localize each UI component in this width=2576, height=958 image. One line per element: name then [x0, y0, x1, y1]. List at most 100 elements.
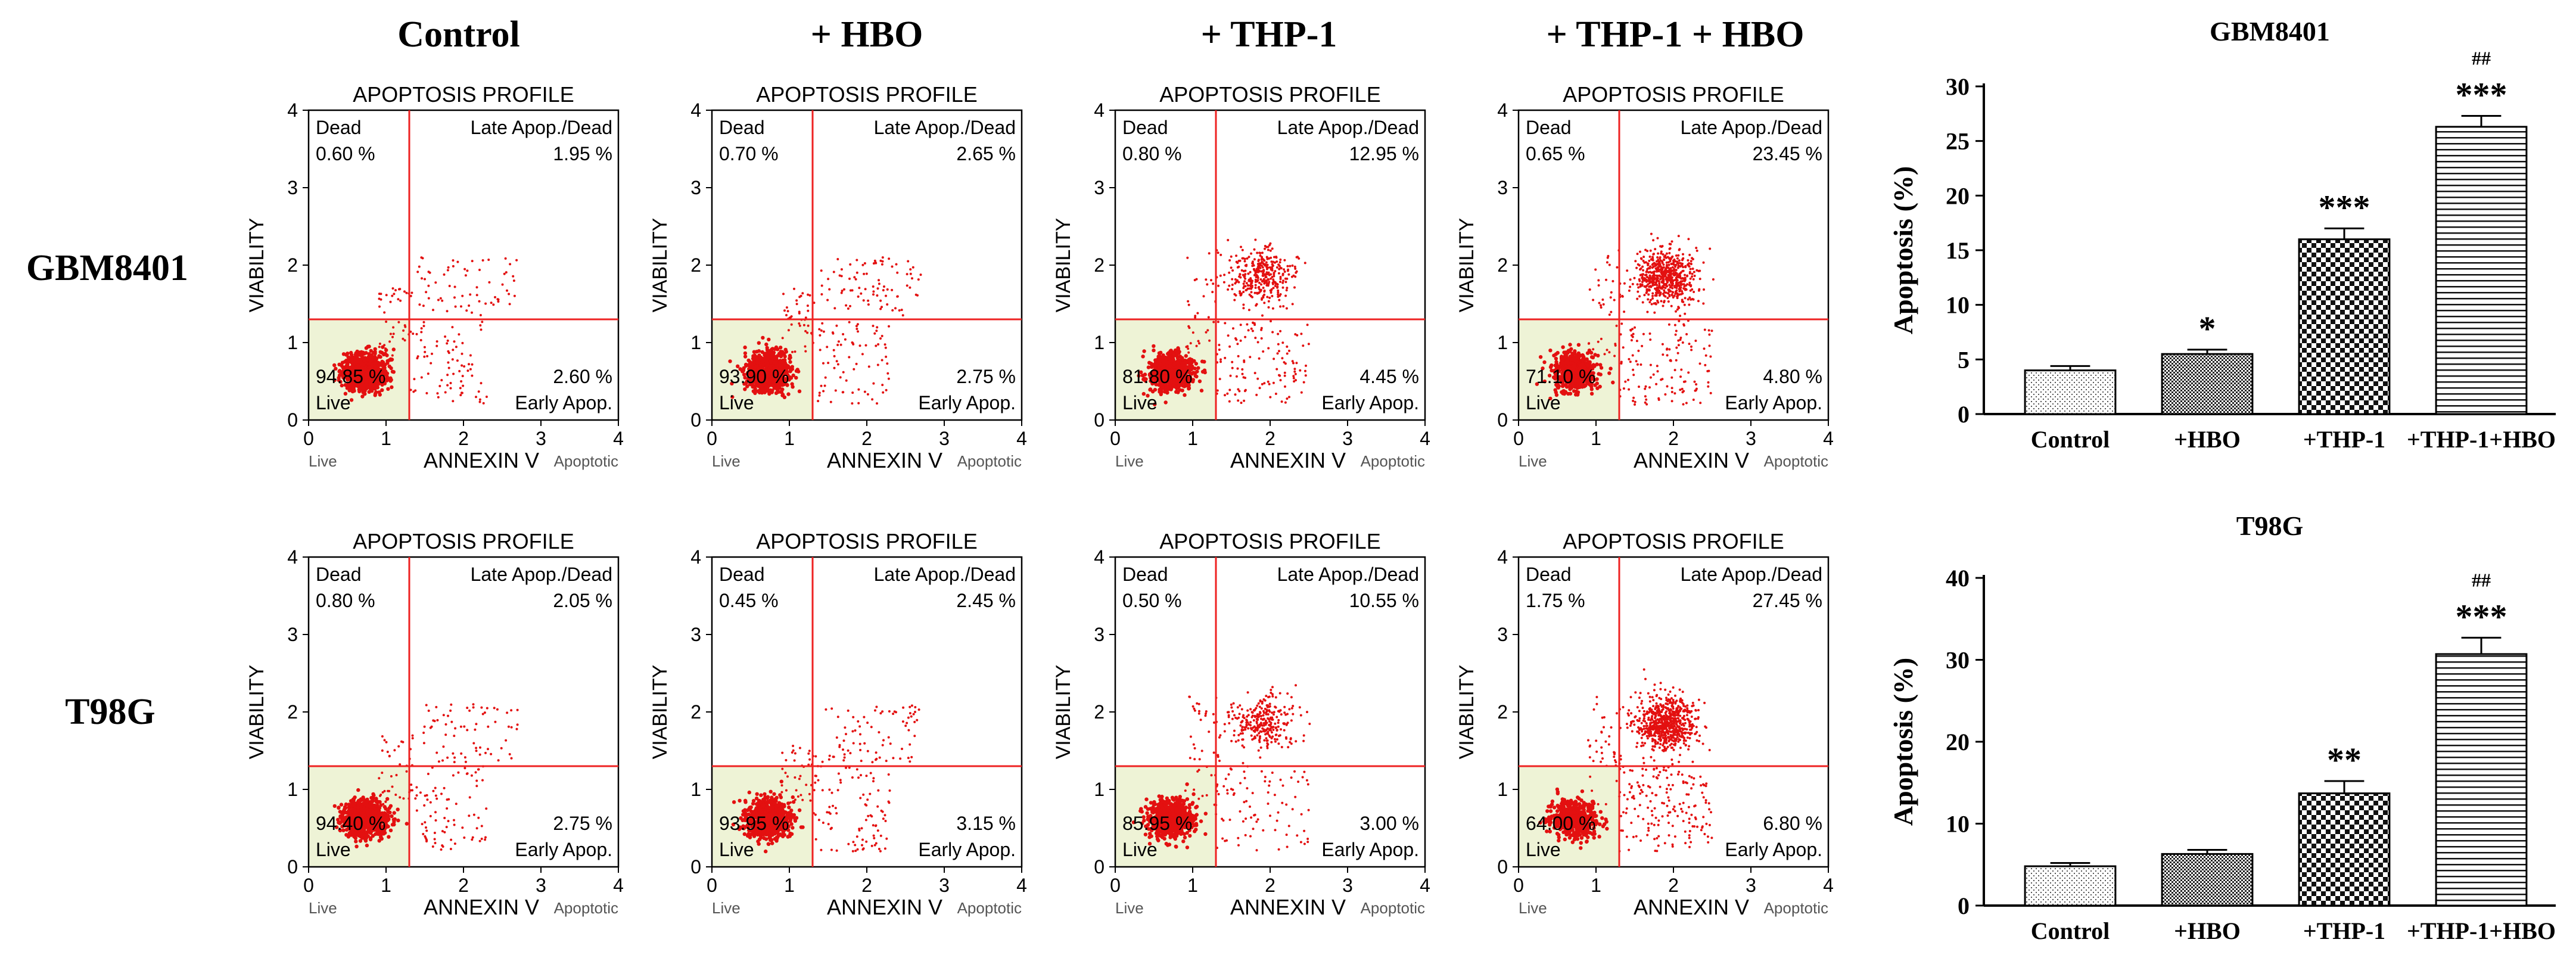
cell-events — [332, 703, 519, 851]
quadrant-label-early: Early Apop. — [1725, 392, 1822, 413]
quadrant-value-early: 4.45 % — [1359, 366, 1419, 387]
x-tick-label: 4 — [1420, 875, 1430, 896]
quadrant-label-late: Late Apop./Dead — [471, 117, 612, 138]
x-tick-label: 1 — [784, 875, 795, 896]
y-tick-label: 0 — [690, 856, 701, 878]
bar — [2161, 353, 2254, 415]
y-tick-label: 40 — [1946, 565, 1970, 592]
panel-title: APOPTOSIS PROFILE — [1159, 82, 1380, 107]
quadrant-value-late: 1.95 % — [553, 143, 612, 164]
x-tick-label: 0 — [707, 428, 717, 449]
significance-mark: *** — [2319, 188, 2370, 226]
x-tick-label: 2 — [861, 428, 872, 449]
bar-chart-gbm8401: GBM8401 0 5 10 15 20 25 30 Apoptosis (%) Control +… — [1888, 16, 2556, 453]
x-tick-label: 4 — [1823, 875, 1834, 896]
y-tick-label: 2 — [287, 254, 298, 276]
quadrant-label-early: Early Apop. — [515, 392, 612, 413]
y-tick-label: 3 — [1497, 624, 1508, 645]
quadrant-label-live: Live — [719, 392, 754, 413]
quadrant-value-dead: 1.75 % — [1526, 590, 1585, 611]
y-axis-label: VIABILITY — [649, 665, 671, 760]
x-tick-label: Control — [2031, 426, 2110, 453]
quadrant-label-early: Early Apop. — [918, 839, 1016, 860]
x-right-label: Apoptotic — [554, 452, 618, 470]
quadrant-value-early: 6.80 % — [1763, 813, 1822, 834]
cell-events — [1137, 238, 1310, 406]
y-tick-label: 10 — [1946, 811, 1970, 838]
flow-panel: 0 1 2 3 4 0 1 2 3 4 APOPTOSIS PROFILE ANNEXIN V Live… — [245, 82, 624, 472]
y-tick-label: 3 — [690, 624, 701, 645]
x-tick-label: Control — [2031, 917, 2110, 944]
y-tick-label: 20 — [1946, 729, 1970, 755]
y-tick-label: 30 — [1946, 647, 1970, 674]
x-tick-label: 4 — [1016, 428, 1027, 449]
bar — [2435, 126, 2528, 415]
column-header-hbo: + HBO — [811, 14, 923, 55]
quadrant-label-early: Early Apop. — [515, 839, 612, 860]
x-tick-label: 0 — [1110, 428, 1121, 449]
quadrant-value-live: 93.90 % — [719, 366, 789, 387]
y-tick-label: 2 — [1094, 254, 1105, 276]
quadrant-value-dead: 0.45 % — [719, 590, 779, 611]
quadrant-label-live: Live — [1122, 392, 1158, 413]
x-tick-label: 3 — [1342, 428, 1353, 449]
flow-panel: 0 1 2 3 4 0 1 2 3 4 APOPTOSIS PROFILE ANNEXIN V Live… — [1052, 529, 1430, 919]
quadrant-label-early: Early Apop. — [1321, 839, 1419, 860]
x-tick-label: 0 — [1513, 428, 1524, 449]
bar — [2435, 653, 2528, 907]
y-tick-label: 0 — [1958, 401, 1970, 428]
y-tick-label: 1 — [1094, 332, 1105, 353]
quadrant-value-live: 64.00 % — [1526, 813, 1595, 834]
panel-title: APOPTOSIS PROFILE — [756, 82, 977, 107]
quadrant-label-dead: Dead — [719, 117, 765, 138]
y-tick-label: 3 — [1094, 624, 1105, 645]
x-left-label: Live — [1519, 899, 1547, 917]
quadrant-label-dead: Dead — [316, 564, 362, 585]
x-right-label: Apoptotic — [1361, 899, 1425, 917]
y-tick-label: 2 — [1094, 701, 1105, 723]
significance-mark: *** — [2456, 76, 2507, 114]
significance-mark: * — [2199, 309, 2216, 348]
y-tick-label: 1 — [1497, 332, 1508, 353]
quadrant-value-dead: 0.50 % — [1122, 590, 1182, 611]
bar — [2298, 792, 2391, 907]
x-tick-label: 3 — [939, 428, 950, 449]
y-tick-label: 30 — [1946, 73, 1970, 100]
quadrant-value-live: 94.40 % — [316, 813, 385, 834]
quadrant-value-live: 94.85 % — [316, 366, 385, 387]
quadrant-label-live: Live — [1526, 392, 1561, 413]
x-axis-label: ANNEXIN V — [1634, 895, 1749, 919]
flow-panel: 0 1 2 3 4 0 1 2 3 4 APOPTOSIS PROFILE ANNEXIN V Live… — [1455, 82, 1834, 472]
x-tick-label: 0 — [707, 875, 717, 896]
y-axis-label: VIABILITY — [245, 665, 268, 760]
y-tick-label: 4 — [1094, 99, 1105, 121]
y-axis-label: Apoptosis (%) — [1888, 658, 1918, 826]
quadrant-label-live: Live — [719, 839, 754, 860]
y-tick-label: 3 — [287, 624, 298, 645]
bar — [2024, 865, 2117, 907]
quadrant-label-dead: Dead — [719, 564, 765, 585]
x-axis-label: ANNEXIN V — [827, 448, 942, 472]
y-axis-label: Apoptosis (%) — [1888, 166, 1918, 334]
x-tick-label: 0 — [1110, 875, 1121, 896]
x-tick-label: 0 — [1513, 875, 1524, 896]
cell-events — [1538, 668, 1713, 853]
quadrant-value-live: 71.10 % — [1526, 366, 1595, 387]
y-tick-label: 4 — [1497, 99, 1508, 121]
row-label-gbm8401: GBM8401 — [26, 248, 188, 288]
x-right-label: Apoptotic — [1361, 452, 1425, 470]
quadrant-value-early: 2.75 % — [553, 813, 612, 834]
quadrant-label-live: Live — [316, 839, 351, 860]
quadrant-value-early: 3.15 % — [956, 813, 1016, 834]
significance-mark: *** — [2456, 597, 2507, 636]
y-tick-label: 10 — [1946, 292, 1970, 319]
y-tick-label: 0 — [1094, 409, 1105, 431]
quadrant-label-live: Live — [1526, 839, 1561, 860]
y-tick-label: 2 — [1497, 254, 1508, 276]
y-axis-label: VIABILITY — [649, 218, 671, 313]
y-tick-label: 0 — [287, 409, 298, 431]
quadrant-label-early: Early Apop. — [1725, 839, 1822, 860]
y-tick-label: 1 — [287, 332, 298, 353]
y-axis-label: VIABILITY — [1052, 218, 1075, 313]
